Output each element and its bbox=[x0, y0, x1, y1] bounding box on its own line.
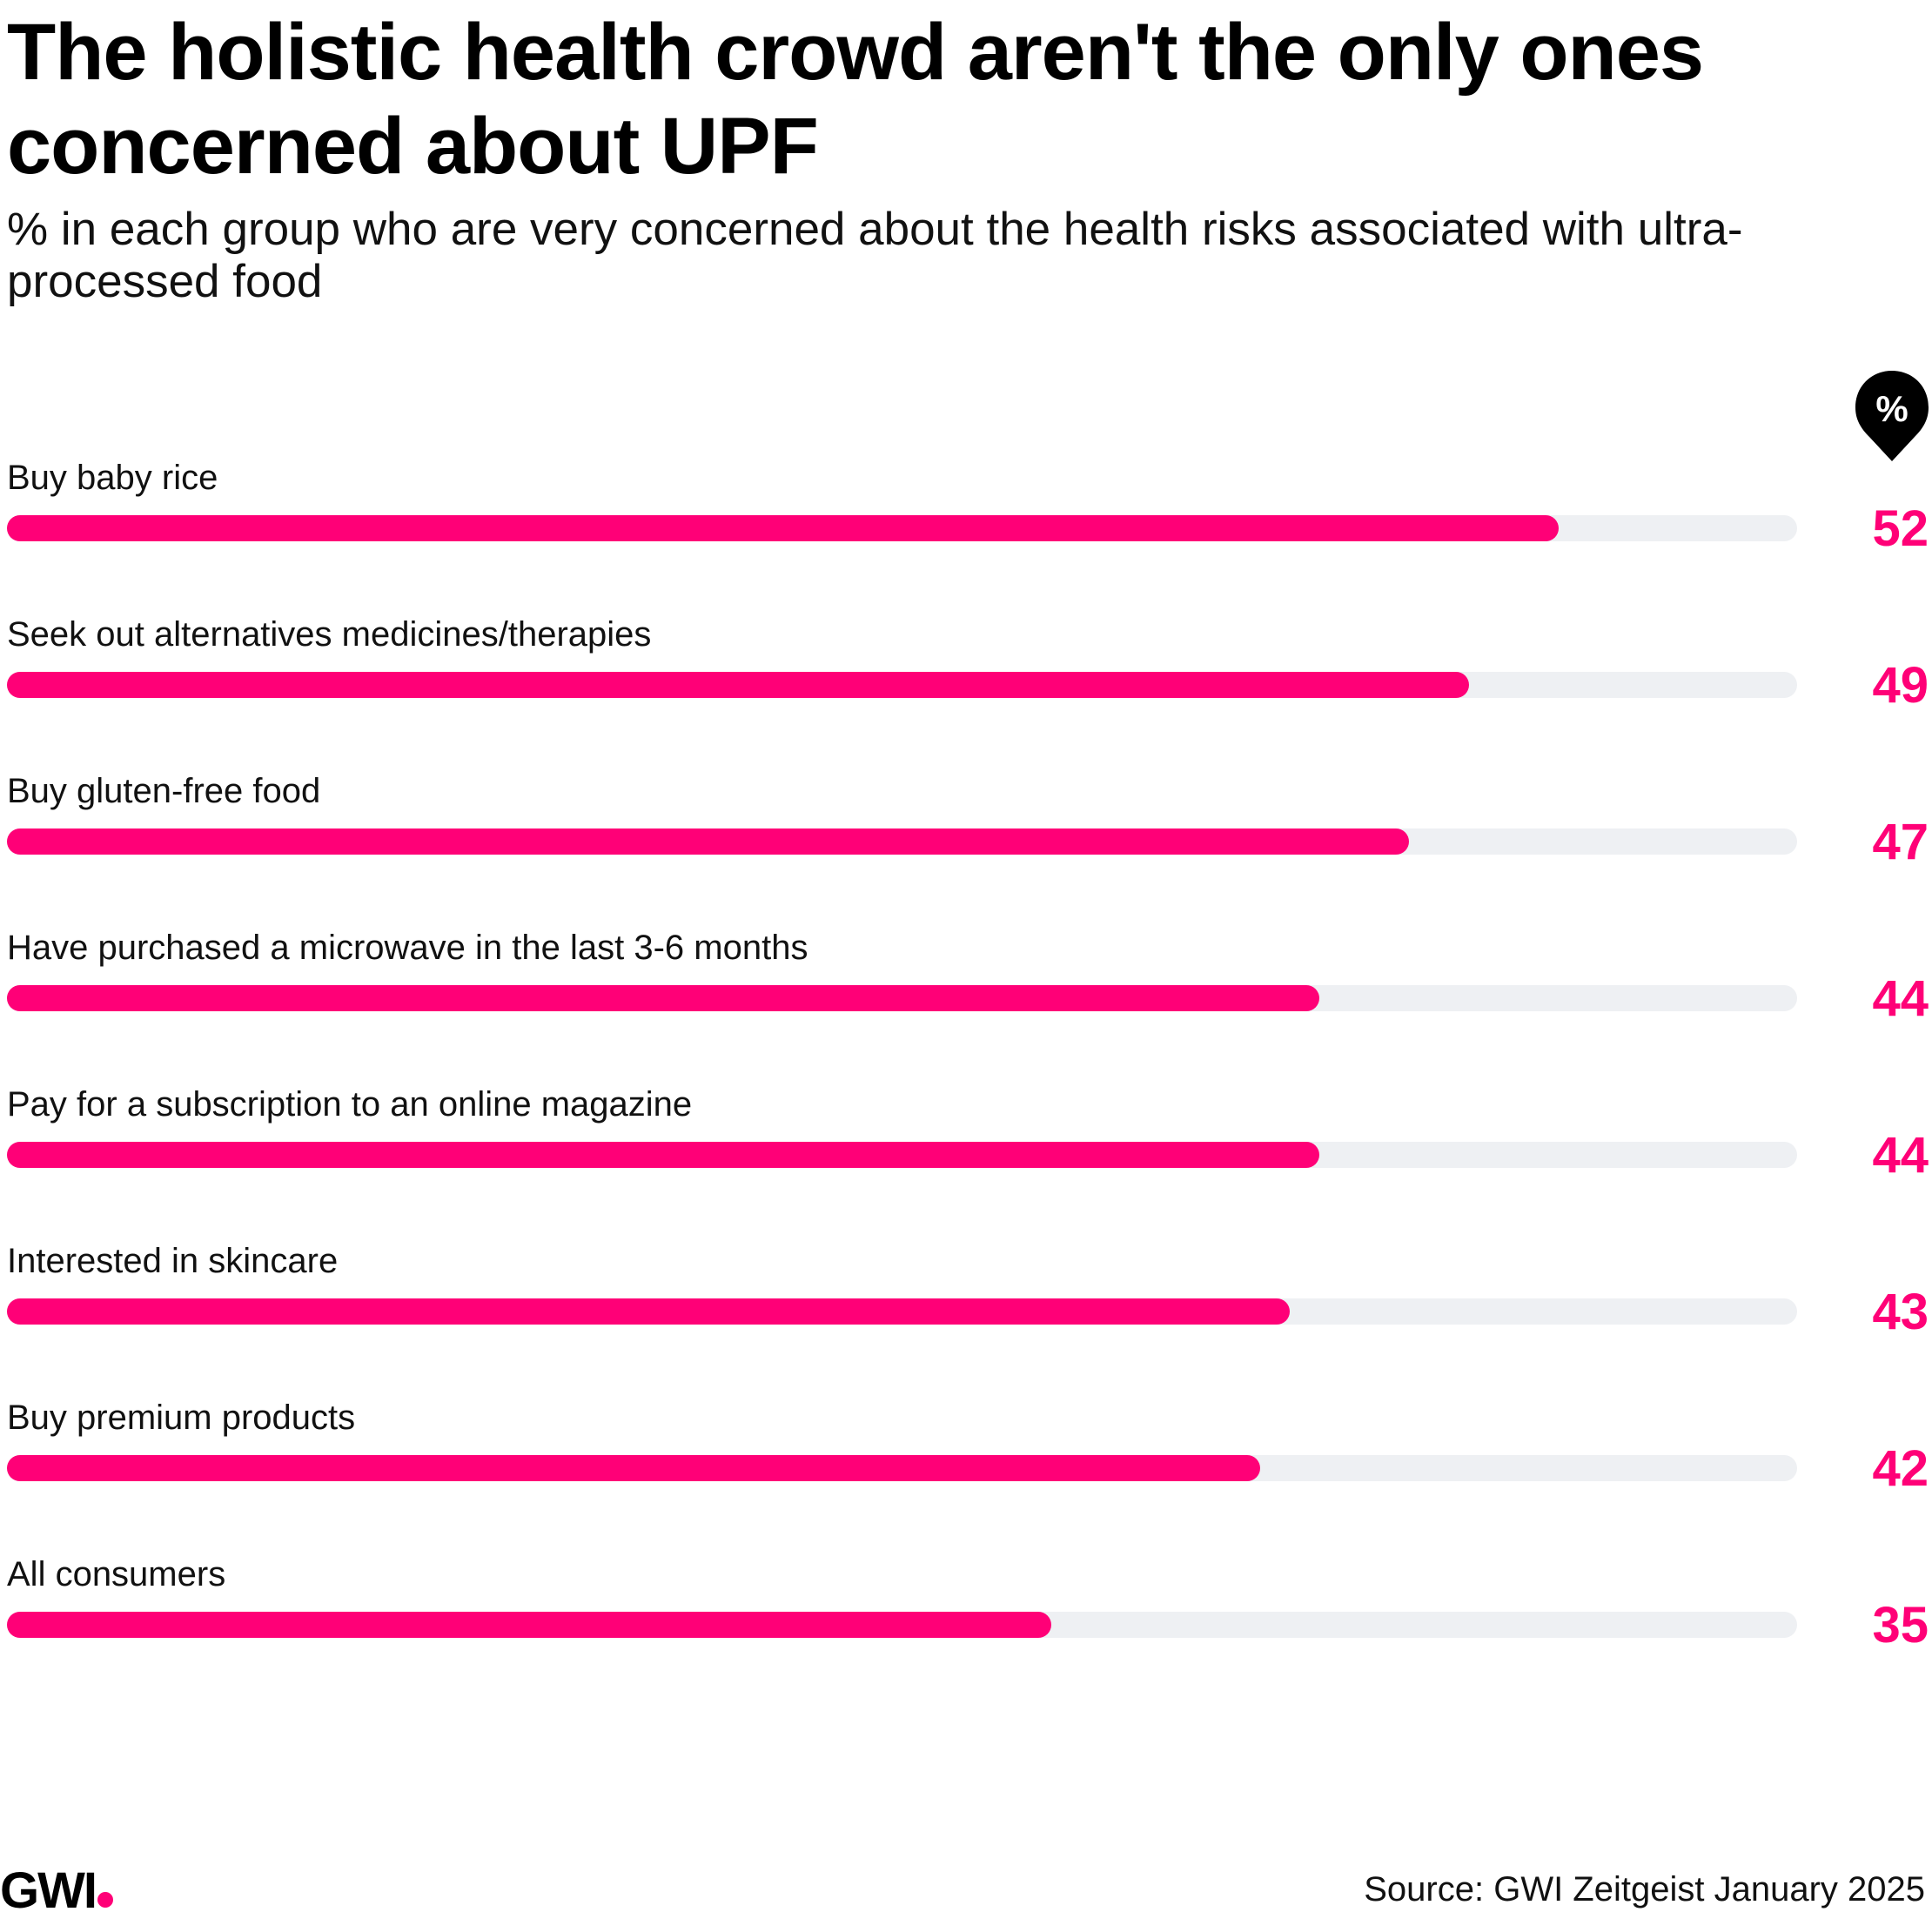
bar bbox=[7, 985, 1320, 1011]
bar-row: Pay for a subscription to an online maga… bbox=[0, 1083, 1932, 1187]
value-label: 49 bbox=[1872, 657, 1929, 714]
logo-text: GWI bbox=[0, 1862, 97, 1919]
logo-dot bbox=[97, 1892, 113, 1908]
value-label: 42 bbox=[1872, 1440, 1929, 1497]
bar-row: Buy baby rice 52 bbox=[0, 456, 1932, 560]
chart-subtitle: % in each group who are very concerned a… bbox=[7, 204, 1743, 307]
value-label: 44 bbox=[1872, 1127, 1929, 1184]
percent-badge-label: % bbox=[1875, 388, 1908, 429]
bar-track bbox=[7, 1142, 1797, 1168]
percent-badge-icon: % bbox=[1855, 371, 1929, 461]
bar-row: Have purchased a microwave in the last 3… bbox=[0, 926, 1932, 1030]
bar-track bbox=[7, 515, 1797, 541]
bar-row: All consumers 35 bbox=[0, 1553, 1932, 1657]
bar-track bbox=[7, 672, 1797, 698]
bar bbox=[7, 828, 1410, 855]
bar-track bbox=[7, 985, 1797, 1011]
bar-track bbox=[7, 828, 1797, 855]
bar-track bbox=[7, 1612, 1797, 1638]
bar bbox=[7, 1455, 1260, 1481]
value-label: 43 bbox=[1872, 1284, 1929, 1340]
value-label: 44 bbox=[1872, 970, 1929, 1027]
chart-title: The holistic health crowd aren't the onl… bbox=[7, 8, 1704, 191]
bar-row: Seek out alternatives medicines/therapie… bbox=[0, 613, 1932, 717]
bar-track bbox=[7, 1298, 1797, 1325]
bar-row: Buy premium products 42 bbox=[0, 1396, 1932, 1500]
category-label: Buy baby rice bbox=[7, 459, 218, 497]
category-label: Have purchased a microwave in the last 3… bbox=[7, 929, 808, 967]
category-label: Buy premium products bbox=[7, 1399, 356, 1437]
value-label: 35 bbox=[1872, 1597, 1929, 1654]
bar bbox=[7, 1142, 1320, 1168]
bar bbox=[7, 1612, 1051, 1638]
bar-row: Buy gluten-free food 47 bbox=[0, 769, 1932, 874]
gwi-logo: GWI bbox=[0, 1861, 113, 1922]
category-label: Seek out alternatives medicines/therapie… bbox=[7, 615, 652, 654]
bar-track bbox=[7, 1455, 1797, 1481]
bar bbox=[7, 1298, 1291, 1325]
source-note: Source: GWI Zeitgeist January 2025 bbox=[1364, 1870, 1925, 1909]
category-label: Buy gluten-free food bbox=[7, 772, 321, 810]
bar bbox=[7, 672, 1469, 698]
value-label: 47 bbox=[1872, 814, 1929, 870]
value-label: 52 bbox=[1872, 500, 1929, 557]
category-label: All consumers bbox=[7, 1555, 226, 1593]
bar-row: Interested in skincare 43 bbox=[0, 1239, 1932, 1344]
bar bbox=[7, 515, 1559, 541]
category-label: Interested in skincare bbox=[7, 1242, 339, 1280]
category-label: Pay for a subscription to an online maga… bbox=[7, 1085, 693, 1124]
